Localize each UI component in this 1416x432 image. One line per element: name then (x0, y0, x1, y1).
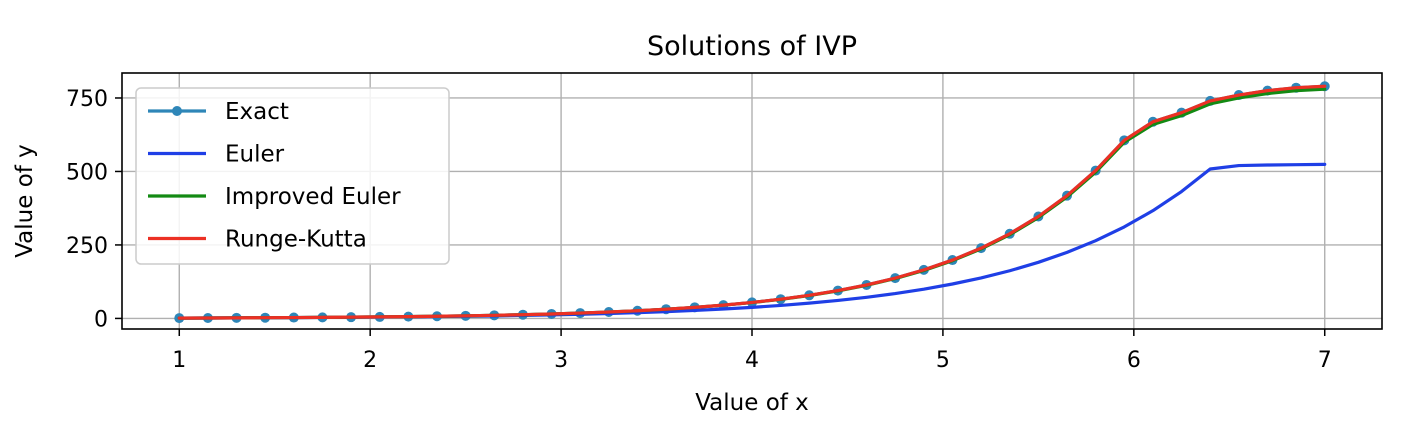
y-tick-label: 250 (66, 234, 108, 259)
legend-item: Exact (148, 99, 289, 125)
legend-items: Exact Euler Improved Euler Runge-Kutta (148, 99, 401, 253)
series-runge-kutta (177, 84, 1327, 320)
legend-label: Exact (225, 99, 289, 125)
legend-item: Euler (148, 142, 285, 168)
x-tick-label: 7 (1318, 348, 1332, 373)
legend-label: Improved Euler (225, 184, 401, 210)
legend-box (135, 87, 450, 265)
y-tick-label: 750 (66, 87, 108, 112)
legend-marker (172, 106, 182, 116)
legend: Exact Euler Improved Euler Runge-Kutta (135, 87, 450, 265)
axis-ticks: 1 2 3 4 5 6 7 0 250 500 750 (66, 87, 1332, 373)
y-axis-label: Value of y (12, 144, 38, 258)
x-axis-label: Value of x (695, 390, 809, 416)
legend-label: Euler (225, 142, 285, 168)
legend-item: Runge-Kutta (148, 227, 367, 253)
x-tick-label: 5 (936, 348, 950, 373)
series-lines (174, 81, 1330, 324)
chart-title: Solutions of IVP (647, 31, 857, 62)
x-tick-label: 2 (363, 348, 377, 373)
series-line (177, 84, 1327, 320)
x-tick-label: 3 (554, 348, 568, 373)
x-tick-label: 1 (172, 348, 186, 373)
y-tick-label: 500 (66, 160, 108, 185)
legend-item: Improved Euler (148, 184, 401, 210)
x-tick-label: 4 (745, 348, 759, 373)
x-tick-label: 6 (1127, 348, 1141, 373)
legend-label: Runge-Kutta (225, 227, 367, 253)
y-tick-label: 0 (94, 307, 108, 332)
